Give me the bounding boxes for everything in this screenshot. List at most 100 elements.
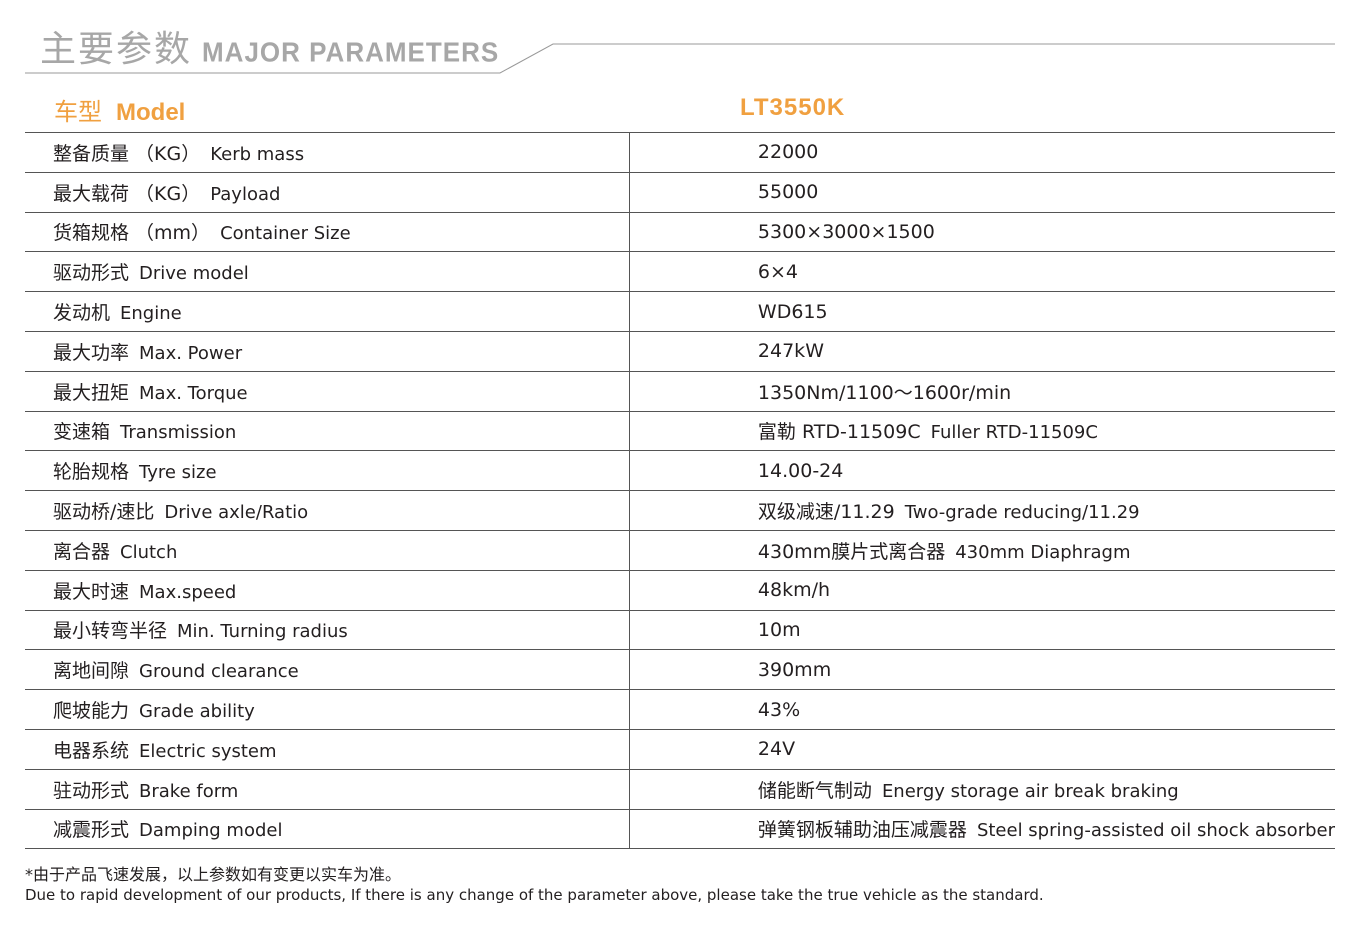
param-name: 离合器 Clutch: [25, 530, 630, 571]
param-name: 爬坡能力 Grade ability: [25, 689, 630, 730]
page-header: 主要参数 MAJOR PARAMETERS: [40, 20, 499, 72]
param-name-cn: 驻动形式: [53, 779, 130, 802]
title-cn: 主要参数: [40, 29, 193, 70]
param-value-main: WD615: [757, 300, 828, 323]
param-name-cn: 整备质量 （KG）: [53, 142, 201, 165]
table-row: 最大扭矩 Max. Torque 1350Nm/1100～1600r/min: [25, 371, 1335, 412]
param-value: 储能断气制动 Energy storage air break braking: [629, 769, 1335, 810]
param-value-main: 48km/h: [757, 579, 831, 602]
table-row: 最大载荷 （KG） Payload 55000: [25, 172, 1335, 213]
param-name-en: Drive axle/Ratio: [164, 502, 309, 524]
header-rule: [25, 43, 1335, 74]
param-value: 24V: [629, 729, 1335, 770]
footnote-en: Due to rapid development of our products…: [25, 886, 1044, 904]
table-row: 发动机 Engine WD615: [25, 291, 1335, 332]
param-name-cn: 爬坡能力: [53, 700, 130, 723]
param-value: 5300×3000×1500: [629, 212, 1335, 253]
param-value-main: 430mm膜片式离合器: [757, 540, 946, 563]
param-value-en: Fuller RTD-11509C: [930, 422, 1098, 444]
param-value: WD615: [629, 291, 1335, 332]
model-label-en: Model: [116, 99, 186, 126]
param-value-en: 430mm Diaphragm: [955, 541, 1131, 563]
param-value-main: 双级减速/11.29: [757, 501, 895, 524]
param-value: 弹簧钢板辅助油压减震器 Steel spring-assisted oil sho…: [629, 809, 1335, 850]
table-row: 驻动形式 Brake form 储能断气制动 Energy storage air b…: [25, 769, 1335, 810]
param-name-en: Container Size: [220, 223, 351, 245]
model-label: 车型 Model: [54, 92, 185, 127]
table-row: 最大时速 Max.speed 48km/h: [25, 570, 1335, 611]
param-value: 14.00-24: [629, 450, 1335, 492]
param-name: 驻动形式 Brake form: [25, 769, 630, 810]
table-row: 驱动桥/速比 Drive axle/Ratio 双级减速/11.29 Two-grad…: [25, 490, 1335, 531]
param-name-en: Drive model: [139, 263, 249, 285]
param-name-en: Engine: [120, 303, 182, 325]
param-value-main: 43%: [757, 698, 801, 721]
param-value: 48km/h: [629, 570, 1335, 611]
param-name-cn: 离合器: [53, 540, 111, 563]
param-name-cn: 发动机: [53, 302, 111, 325]
param-name-cn: 轮胎规格: [53, 461, 130, 484]
param-value-main: 14.00-24: [757, 459, 844, 482]
param-name-cn: 最大载荷 （KG）: [53, 182, 201, 205]
table-row: 离合器 Clutch 430mm膜片式离合器 430mm Diaphragm: [25, 530, 1335, 571]
table-row: 变速箱 Transmission 富勒 RTD-11509C Fuller RTD-1…: [25, 411, 1335, 452]
param-name: 最大功率 Max. Power: [25, 331, 630, 372]
param-name-cn: 最大扭矩: [53, 381, 130, 404]
param-name-cn: 最大时速: [53, 580, 130, 603]
table-row: 减震形式 Damping model 弹簧钢板辅助油压减震器 Steel spring…: [25, 809, 1335, 850]
param-value: 1350Nm/1100～1600r/min: [629, 371, 1335, 412]
param-name-en: Clutch: [120, 541, 178, 563]
param-name: 最大时速 Max.speed: [25, 570, 630, 611]
param-value-en: Two-grade reducing/11.29: [904, 502, 1140, 524]
param-value-main: 1350Nm/1100～1600r/min: [757, 381, 1012, 404]
param-value: 富勒 RTD-11509C Fuller RTD-11509C: [629, 411, 1335, 452]
param-name-en: Electric system: [139, 740, 277, 762]
param-value-main: 6×4: [757, 260, 799, 283]
param-value: 247kW: [629, 331, 1335, 372]
param-name: 减震形式 Damping model: [25, 809, 630, 850]
param-name: 离地间隙 Ground clearance: [25, 649, 630, 691]
param-name-en: Min. Turning radius: [177, 621, 348, 643]
param-value: 55000: [629, 172, 1335, 213]
param-name-en: Tyre size: [139, 462, 217, 484]
param-name-cn: 减震形式: [53, 819, 130, 842]
param-name: 轮胎规格 Tyre size: [25, 450, 630, 492]
param-value-en: Steel spring-assisted oil shock absorber: [976, 820, 1335, 842]
param-value: 10m: [629, 610, 1335, 651]
footnote-cn: *由于产品飞速发展，以上参数如有变更以实车为准。: [25, 865, 402, 884]
param-name-en: Grade ability: [139, 701, 255, 723]
param-name-en: Max.speed: [139, 581, 237, 603]
param-name: 货箱规格 （mm） Container Size: [25, 212, 630, 253]
param-name: 变速箱 Transmission: [25, 411, 630, 452]
param-value: 22000: [629, 132, 1335, 173]
table-row: 爬坡能力 Grade ability 43%: [25, 689, 1335, 730]
param-name: 整备质量 （KG） Kerb mass: [25, 132, 630, 173]
parameters-table: 整备质量 （KG） Kerb mass 22000 最大载荷 （KG） Payload 5…: [25, 132, 1335, 850]
table-row: 最小转弯半径 Min. Turning radius 10m: [25, 610, 1335, 651]
param-name-en: Max. Power: [139, 342, 243, 364]
param-value-main: 5300×3000×1500: [757, 220, 935, 243]
table-row: 货箱规格 （mm） Container Size 5300×3000×1500: [25, 212, 1335, 253]
table-row: 轮胎规格 Tyre size 14.00-24: [25, 450, 1335, 492]
title-en: MAJOR PARAMETERS: [202, 36, 500, 68]
table-row: 电器系统 Electric system 24V: [25, 729, 1335, 770]
param-name: 电器系统 Electric system: [25, 729, 630, 770]
param-value: 390mm: [629, 649, 1335, 691]
param-value: 6×4: [629, 251, 1335, 293]
param-name-en: Max. Torque: [139, 382, 248, 404]
param-value-main: 弹簧钢板辅助油压减震器: [757, 819, 967, 842]
param-value-main: 247kW: [757, 340, 824, 363]
param-name: 最大扭矩 Max. Torque: [25, 371, 630, 412]
param-value-main: 22000: [757, 141, 819, 164]
param-name-cn: 最小转弯半径: [53, 620, 168, 643]
param-name-cn: 最大功率: [53, 341, 130, 364]
param-value-main: 富勒 RTD-11509C: [757, 421, 921, 444]
param-name: 驱动桥/速比 Drive axle/Ratio: [25, 490, 630, 531]
param-value: 双级减速/11.29 Two-grade reducing/11.29: [629, 490, 1335, 531]
model-value: LT3550K: [740, 94, 846, 121]
param-name-en: Payload: [210, 183, 281, 205]
param-value-main: 390mm: [757, 658, 832, 681]
param-name-cn: 货箱规格 （mm）: [53, 222, 211, 245]
param-name: 最小转弯半径 Min. Turning radius: [25, 610, 630, 651]
table-row: 离地间隙 Ground clearance 390mm: [25, 649, 1335, 691]
